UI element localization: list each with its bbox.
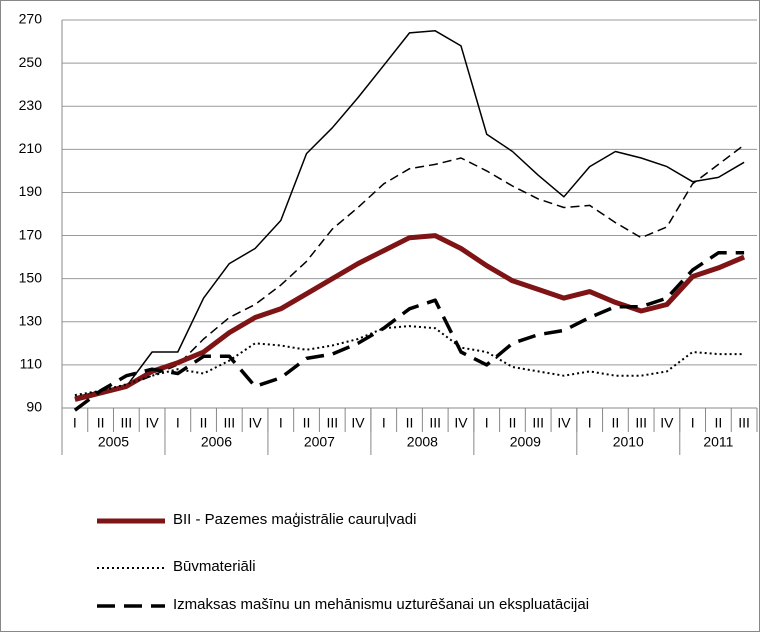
legend-item: Izmaksas mašīnu un mehānismu uzturēšanai… xyxy=(95,597,593,613)
x-tick-label: III xyxy=(532,415,544,431)
y-tick-label: 190 xyxy=(19,183,43,199)
series-line xyxy=(74,325,745,397)
x-tick-label: IV xyxy=(557,415,571,431)
legend-swatch xyxy=(97,518,165,524)
y-tick-label: 130 xyxy=(19,312,43,328)
y-tick-label: 90 xyxy=(26,399,42,415)
x-tick-label: I xyxy=(279,415,283,431)
year-label: 2005 xyxy=(98,434,129,450)
x-tick-label: II xyxy=(714,415,722,431)
x-tick-label: IV xyxy=(145,415,159,431)
x-tick-label: IV xyxy=(454,415,468,431)
x-tick-label: II xyxy=(303,415,311,431)
x-tick-label: III xyxy=(223,415,235,431)
year-label: 2008 xyxy=(407,434,438,450)
y-tick-label: 250 xyxy=(19,54,43,70)
x-tick-label: I xyxy=(176,415,180,431)
x-tick-label: IV xyxy=(248,415,262,431)
series-line xyxy=(74,30,745,398)
legend-swatch xyxy=(97,567,165,569)
x-tick-label: II xyxy=(509,415,517,431)
year-label: 2011 xyxy=(703,434,733,450)
year-label: 2009 xyxy=(510,434,541,450)
legend-label: BII - Pazemes maģistrālie cauruļvadi xyxy=(173,511,417,528)
x-tick-label: IV xyxy=(660,415,674,431)
x-tick-label: II xyxy=(200,415,208,431)
series-line xyxy=(74,144,745,398)
x-tick-label: I xyxy=(485,415,489,431)
x-tick-label: I xyxy=(691,415,695,431)
legend-label: Būvmateriāli xyxy=(173,558,256,575)
legend-item: Būvmateriāli xyxy=(95,559,593,575)
year-label: 2006 xyxy=(201,434,232,450)
legend-swatch xyxy=(97,604,165,608)
x-tick-label: IV xyxy=(351,415,365,431)
x-tick-label: I xyxy=(73,415,77,431)
series-line xyxy=(73,251,745,412)
x-tick-label: III xyxy=(429,415,441,431)
y-tick-label: 210 xyxy=(19,140,43,156)
x-tick-label: III xyxy=(121,415,133,431)
y-tick-label: 230 xyxy=(19,97,43,113)
x-tick-label: I xyxy=(588,415,592,431)
x-tick-label: II xyxy=(406,415,414,431)
year-label: 2010 xyxy=(613,434,644,450)
y-tick-label: 110 xyxy=(20,356,43,372)
x-tick-label: III xyxy=(738,415,750,431)
x-tick-label: II xyxy=(612,415,620,431)
y-tick-label: 170 xyxy=(19,226,43,242)
x-tick-label: I xyxy=(382,415,386,431)
y-tick-label: 270 xyxy=(19,11,43,27)
y-tick-label: 150 xyxy=(19,269,43,285)
year-label: 2007 xyxy=(304,434,335,450)
legend-label: Izmaksas mašīnu un mehānismu uzturēšanai… xyxy=(173,596,590,613)
legend-item: BII - Pazemes maģistrālie cauruļvadi xyxy=(95,512,593,528)
x-tick-label: III xyxy=(635,415,647,431)
x-tick-label: III xyxy=(326,415,338,431)
x-tick-label: II xyxy=(97,415,105,431)
